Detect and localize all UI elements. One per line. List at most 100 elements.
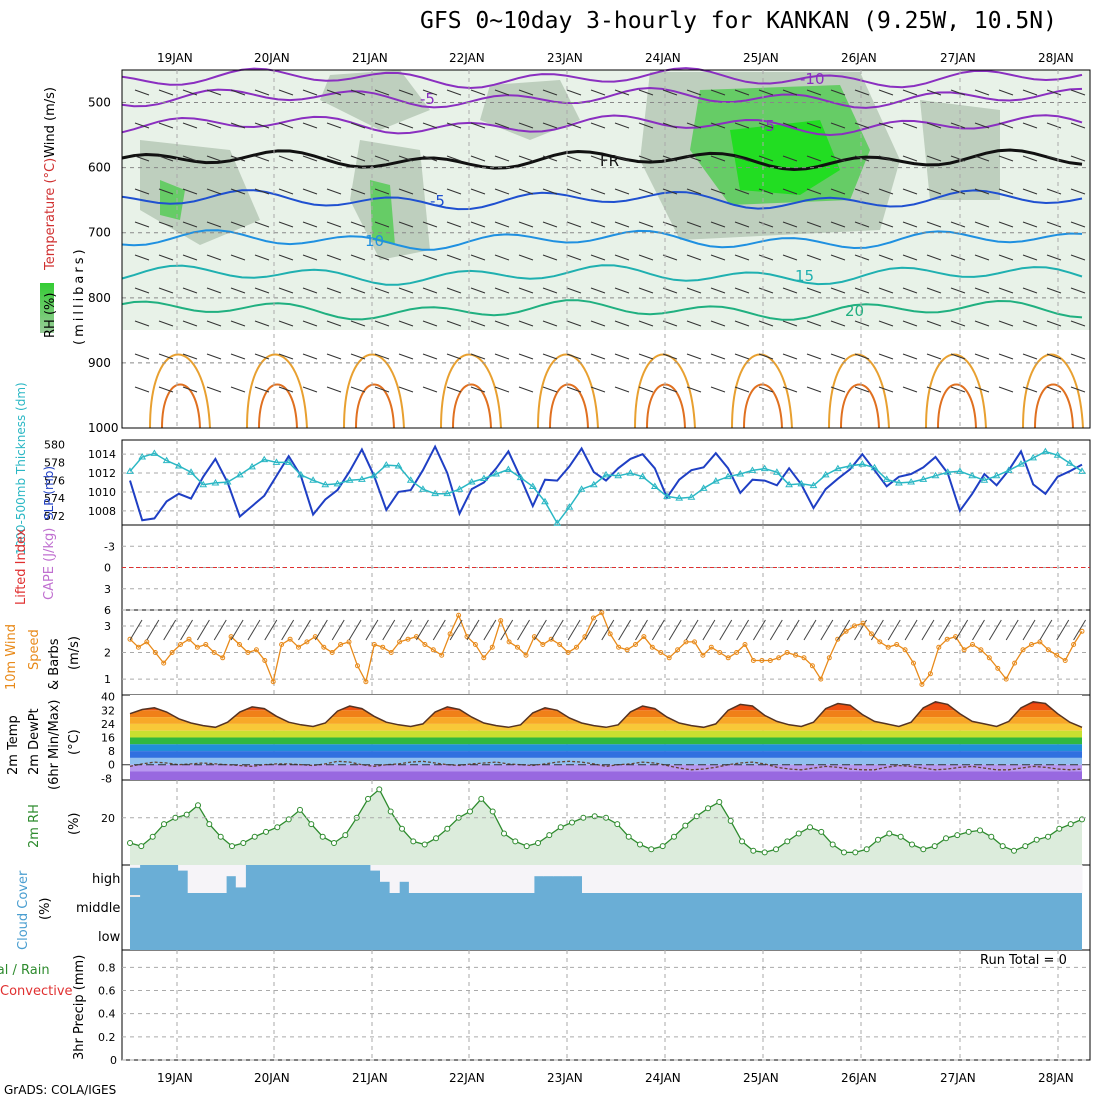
cloud-high-clear <box>582 865 593 893</box>
wind-barb <box>686 386 702 393</box>
wind-barb <box>182 89 198 96</box>
wind-barb <box>686 155 702 162</box>
wind-barb <box>998 320 1014 327</box>
wind-barb <box>158 89 174 96</box>
wind-barb <box>230 254 246 261</box>
wind-barb <box>446 254 462 261</box>
wind-barb <box>1022 122 1038 129</box>
date-label-top: 20JAN <box>254 51 290 65</box>
cloud-low-label: low <box>98 930 121 945</box>
wind-barb <box>998 89 1014 96</box>
wind10-point <box>161 660 167 666</box>
wind-barb <box>806 353 822 360</box>
temp-contour <box>121 86 1083 109</box>
wind-barb <box>182 254 198 261</box>
cloud-high-clear <box>918 865 929 893</box>
temp-color-band <box>130 730 1082 738</box>
wind-barb <box>470 188 486 195</box>
wind-barb <box>230 287 246 294</box>
wind-barb <box>326 155 342 162</box>
wind-barb <box>782 188 798 195</box>
wind-barb <box>302 221 318 228</box>
wind-barb <box>134 155 150 162</box>
temp-tick-label: 8 <box>108 745 115 758</box>
wind-barb <box>1070 89 1086 96</box>
wind-barb <box>398 155 414 162</box>
temp-label-c: (6hr Min/Max) <box>47 699 62 790</box>
temp-color-band <box>130 751 1082 758</box>
wind-barb <box>518 386 534 393</box>
wind-barb <box>878 221 894 228</box>
wind-barb <box>230 155 246 162</box>
wind-barb <box>782 221 798 228</box>
wind-barb <box>302 254 318 261</box>
wind-barb <box>374 353 390 360</box>
wind10-barb <box>601 619 615 641</box>
wind-barb <box>422 353 438 360</box>
wind10-point <box>607 631 613 637</box>
wind-barb <box>1022 188 1038 195</box>
thickness-point <box>223 478 232 485</box>
date-label-bottom: 23JAN <box>547 1071 583 1085</box>
wind10-point <box>970 642 975 647</box>
wind10-point <box>793 652 799 658</box>
wind10-point <box>885 644 891 650</box>
rh2m-point <box>1045 833 1051 840</box>
wind-barb <box>566 254 582 261</box>
cloud-unit-label: (%) <box>38 897 53 921</box>
rh2m-point <box>852 849 859 856</box>
temp-tick-label: 32 <box>101 704 115 717</box>
upper-axis-label: Temperature (°C)Wind (m/s) <box>43 87 58 270</box>
temp-label-b: 2m DewPt <box>27 708 42 775</box>
rh2m-point <box>229 843 235 850</box>
wind-barb <box>230 122 246 129</box>
wind10-point <box>363 679 369 685</box>
rh2m-point <box>195 802 201 809</box>
wind10-point <box>936 644 942 650</box>
temp-contour <box>121 264 1083 286</box>
wind10-point <box>321 644 327 650</box>
wind10-barb <box>399 619 413 641</box>
cloud-high-clear <box>408 865 419 893</box>
wind10-barb <box>213 619 227 641</box>
cloud-high-clear <box>880 865 891 893</box>
wind10-barb <box>988 619 1002 641</box>
thickness-point <box>907 478 916 485</box>
wind10-barb <box>331 619 345 641</box>
cloud-high-clear <box>591 865 602 893</box>
wind-barb <box>398 386 414 393</box>
rh2m-point <box>308 821 315 828</box>
wind10-point <box>211 650 217 655</box>
rh2m-point <box>319 833 326 840</box>
rh2m-point <box>727 817 734 824</box>
wind-barb <box>158 353 174 360</box>
wind10-point <box>658 650 664 655</box>
wind10-point <box>557 642 563 647</box>
wind-barb <box>206 155 222 162</box>
cloud-high-clear <box>476 865 487 893</box>
wind-barb <box>638 221 654 228</box>
rh2m-point <box>977 827 983 834</box>
precip-label-b: Convective <box>0 984 73 999</box>
wind-barb <box>974 122 990 129</box>
date-label-bottom: 19JAN <box>157 1071 193 1085</box>
date-label-bottom: 28JAN <box>1038 1071 1074 1085</box>
wind-barb <box>902 287 918 294</box>
rh2m-point <box>965 828 972 835</box>
wind-barb <box>758 221 774 228</box>
wind-barb <box>422 254 438 261</box>
wind10-label-d: (m/s) <box>67 636 82 670</box>
rh2m-unit-label: (%) <box>67 812 82 836</box>
cloud-high-clear <box>995 865 1006 893</box>
wind-barb <box>662 122 678 129</box>
thickness-point <box>870 463 879 471</box>
wind10-barb <box>1022 619 1036 641</box>
wind10-point <box>784 650 790 655</box>
temp-contour-label: -5 <box>430 192 445 210</box>
thickness-point <box>809 481 818 489</box>
rh2m-point <box>682 822 689 829</box>
cape-label: CAPE (J/kg) <box>42 527 57 600</box>
rh2m-point <box>523 843 530 850</box>
temp-contour-label: 15 <box>795 267 814 285</box>
temp-series-line <box>129 701 1083 729</box>
